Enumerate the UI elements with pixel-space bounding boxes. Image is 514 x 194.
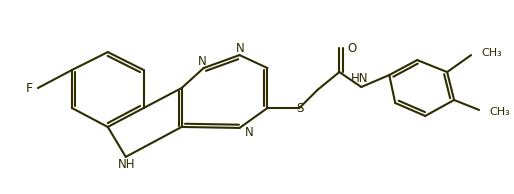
Text: HN: HN — [351, 72, 368, 85]
Text: NH: NH — [118, 158, 136, 171]
Text: N: N — [245, 126, 253, 139]
Text: O: O — [347, 42, 357, 55]
Text: CH₃: CH₃ — [489, 107, 510, 117]
Text: N: N — [236, 42, 245, 55]
Text: N: N — [198, 55, 207, 68]
Text: F: F — [26, 81, 33, 94]
Text: S: S — [297, 102, 304, 115]
Text: CH₃: CH₃ — [481, 48, 502, 58]
